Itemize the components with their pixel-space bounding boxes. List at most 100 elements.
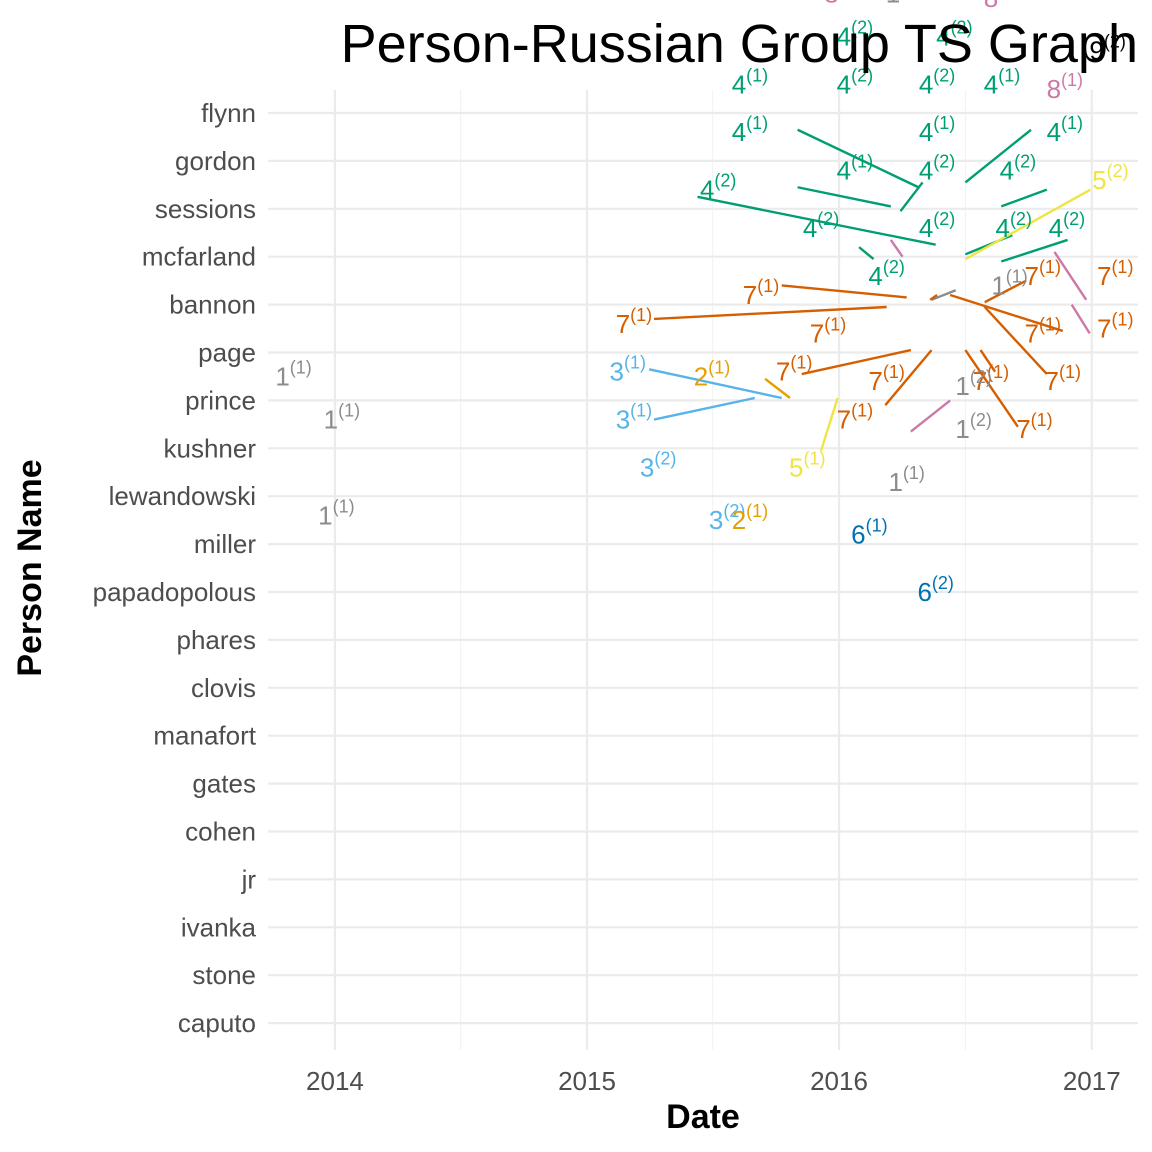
point-label-main: 3 [640, 452, 654, 482]
point-label-group-3: 3(2) [640, 448, 676, 482]
x-tick-label-2014: 2014 [306, 1066, 364, 1096]
point-label-main: 3 [616, 405, 630, 435]
y-tick-label-miller: miller [194, 529, 256, 559]
point-label-main: 4 [919, 155, 933, 185]
point-label-main: 7 [868, 366, 882, 396]
y-tick-label-bannon: bannon [169, 290, 256, 320]
point-label-main: 4 [995, 213, 1009, 243]
point-label-superscript: (1) [630, 401, 652, 421]
point-label-group-5: 5(1) [789, 448, 825, 482]
y-axis-title: Person Name [11, 459, 49, 676]
point-label-main: 1 [955, 371, 969, 401]
point-label-superscript: (2) [1063, 209, 1085, 229]
x-axis-title: Date [666, 1098, 740, 1136]
point-label-superscript: (2) [932, 573, 954, 593]
connector-group-7 [801, 348, 912, 376]
point-label-main: 7 [1045, 366, 1059, 396]
connector-group-4 [797, 128, 919, 189]
connector-group-4 [858, 246, 875, 261]
y-tick-label-jr: jr [241, 864, 257, 894]
point-label-group-4: 4(1) [837, 151, 873, 185]
point-label-group-9: 9(2) [1089, 32, 1125, 66]
point-label-superscript: (2) [723, 501, 745, 521]
point-label-main: 4 [837, 69, 851, 99]
point-label-superscript: (1) [851, 151, 873, 171]
point-label-main: 4 [919, 117, 933, 147]
point-label-superscript: (2) [970, 410, 992, 430]
point-label-main: 4 [803, 213, 817, 243]
point-label-group-1: 1(2) [955, 410, 991, 444]
point-label-main: 7 [776, 357, 790, 387]
connector-group-3 [648, 368, 782, 400]
point-label-main: 7 [743, 280, 757, 310]
connector-group-8 [910, 399, 951, 433]
point-labels: 8(1)8(1)8(1)8(1)8(1)8(1)8(1)8(2)8(2)9(2)… [275, 0, 1133, 607]
y-tick-label-ivanka: ivanka [181, 912, 257, 942]
point-label-superscript: (1) [746, 65, 768, 85]
y-tick-label-clovis: clovis [191, 673, 256, 703]
y-tick-label-page: page [198, 338, 256, 368]
connector-group-4 [1000, 188, 1048, 208]
point-label-group-3: 3(1) [616, 401, 652, 435]
point-label-main: 4 [700, 175, 714, 205]
connector-group-4 [1000, 238, 1068, 263]
point-label-group-4: 4(1) [919, 113, 955, 147]
point-label-superscript: (2) [883, 257, 905, 277]
point-label-group-1: 1(2) [955, 367, 991, 401]
point-label-superscript: (1) [1111, 257, 1133, 277]
connector-group-7 [653, 305, 887, 321]
point-label-main: 9 [1089, 36, 1103, 66]
point-label-group-8: 8(1) [824, 0, 860, 8]
point-label-superscript: (2) [817, 209, 839, 229]
point-label-superscript: (1) [338, 401, 360, 421]
point-label-group-4: 4(2) [936, 17, 972, 51]
y-tick-label-stone: stone [192, 960, 256, 990]
point-label-main: 4 [1000, 155, 1014, 185]
point-label-group-4: 4(2) [919, 151, 955, 185]
point-label-superscript: (1) [803, 448, 825, 468]
point-label-main: 2 [732, 505, 746, 535]
point-label-main: 4 [919, 69, 933, 99]
point-label-main: 7 [1024, 261, 1038, 291]
y-tick-label-sessions: sessions [155, 194, 256, 224]
connector-group-2 [764, 377, 791, 399]
point-label-superscript: (1) [1061, 70, 1083, 90]
point-label-superscript: (1) [1006, 266, 1028, 286]
point-label-main: 7 [973, 366, 987, 396]
point-label-main: 4 [868, 261, 882, 291]
point-label-superscript: (2) [851, 17, 873, 37]
connector-group-7 [884, 349, 933, 406]
point-label-group-7: 7(1) [776, 353, 812, 387]
connector-group-5 [964, 188, 1091, 261]
point-label-group-5: 5(2) [1092, 161, 1128, 195]
connector-group-5 [819, 397, 839, 452]
connector-group-8 [889, 239, 904, 258]
point-label-superscript: (2) [933, 151, 955, 171]
point-label-group-4: 4(2) [837, 17, 873, 51]
point-label-superscript: (1) [987, 362, 1009, 382]
point-label-main: 8 [824, 0, 838, 8]
point-label-group-4: 4(2) [919, 65, 955, 99]
point-label-superscript: (1) [998, 65, 1020, 85]
point-label-superscript: (2) [1104, 32, 1126, 52]
connector-group-7 [984, 279, 1027, 304]
point-label-main: 1 [324, 405, 338, 435]
y-tick-label-caputo: caputo [178, 1008, 256, 1038]
point-label-main: 4 [732, 69, 746, 99]
point-label-main: 7 [837, 405, 851, 435]
point-label-superscript: (1) [333, 496, 355, 516]
y-tick-label-phares: phares [177, 625, 257, 655]
connector-lines [648, 128, 1091, 452]
point-label-superscript: (1) [290, 357, 312, 377]
point-label-main: 7 [810, 318, 824, 348]
point-label-superscript: (1) [933, 113, 955, 133]
point-label-main: 1 [318, 500, 332, 530]
connector-group-7 [983, 306, 1048, 375]
point-label-superscript: (2) [933, 209, 955, 229]
point-label-superscript: (2) [951, 17, 973, 37]
point-label-group-7: 7(1) [1097, 257, 1133, 291]
point-label-main: 7 [1024, 318, 1038, 348]
point-label-main: 7 [616, 309, 630, 339]
point-label-group-4: 4(1) [732, 113, 768, 147]
